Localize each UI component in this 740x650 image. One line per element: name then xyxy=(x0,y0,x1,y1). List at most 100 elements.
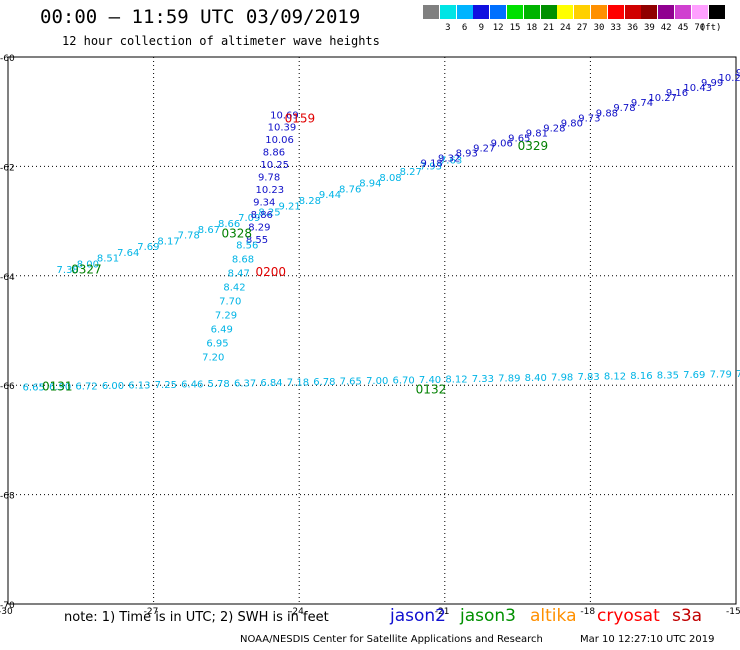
scale-unit: (ft) xyxy=(699,23,722,33)
wave-height-value: 7.93 xyxy=(420,161,442,172)
scale-swatch xyxy=(507,5,523,19)
wave-height-value: 6.84 xyxy=(260,378,282,389)
wave-height-value: 10.43 xyxy=(683,83,712,94)
scale-swatch xyxy=(624,5,641,19)
wave-height-value: 8.00 xyxy=(77,259,99,270)
map-subtitle: 12 hour collection of altimeter wave hei… xyxy=(62,34,380,48)
wave-height-value: 9.28 xyxy=(543,123,565,134)
wave-height-value: 8.29 xyxy=(248,223,270,234)
wave-height-value: 7.42 xyxy=(736,369,740,380)
wave-height-value: 8.25 xyxy=(258,207,280,218)
scale-label: 30 xyxy=(593,23,605,33)
wave-height-value: 5.78 xyxy=(208,379,230,390)
longitude-tick-label: -24 xyxy=(289,607,304,617)
scale-swatch xyxy=(591,5,607,19)
scale-label: 33 xyxy=(610,23,622,33)
wave-height-value: 8.17 xyxy=(157,236,179,247)
wave-height-value: 9.88 xyxy=(596,108,618,119)
wave-height-value: 7.78 xyxy=(178,231,200,242)
wave-height-value: 9.65 xyxy=(508,133,530,144)
wave-height-value: 9.44 xyxy=(319,190,341,201)
wave-height-value: 9.78 xyxy=(613,103,635,114)
scale-swatch xyxy=(557,5,574,19)
wave-height-value: 8.86 xyxy=(263,148,285,159)
wave-height-value: 9.62 xyxy=(736,68,740,79)
wave-height-value: 7.18 xyxy=(287,378,309,389)
wave-height-value: 9.27 xyxy=(473,143,495,154)
wave-height-value: 10.23 xyxy=(256,185,285,196)
scale-swatch xyxy=(423,5,439,19)
scale-swatch xyxy=(641,5,658,19)
pass-time-label: 0329 xyxy=(518,139,549,153)
wave-height-value: 7.09 xyxy=(238,213,260,224)
scale-label: 42 xyxy=(660,23,672,33)
scale-label: 39 xyxy=(643,23,655,33)
wave-height-value: 9.21 xyxy=(279,202,301,213)
wave-height-value: 6.65 xyxy=(23,383,45,394)
wave-height-value: 7.65 xyxy=(340,377,362,388)
wave-height-value: 8.66 xyxy=(218,219,240,230)
wave-height-value: 8.76 xyxy=(339,184,361,195)
wave-height-value: 7.38 xyxy=(57,265,79,276)
scale-swatch xyxy=(456,5,473,19)
scale-swatch xyxy=(540,5,557,19)
latitude-tick-label: -64 xyxy=(0,273,15,283)
wave-height-value: 8.12 xyxy=(445,375,467,386)
wave-height-value: 8.56 xyxy=(236,240,258,251)
pass-time-label: 0200 xyxy=(256,265,287,279)
latitude-tick-label: -62 xyxy=(0,163,15,173)
scale-swatch xyxy=(439,5,456,19)
wave-height-value: 8.40 xyxy=(525,373,547,384)
wave-height-value: 10.25 xyxy=(260,160,289,171)
wave-height-value: 6.46 xyxy=(181,380,203,391)
wave-height-value: 8.68 xyxy=(232,254,254,265)
wave-height-value: 10.06 xyxy=(265,135,294,146)
legend-note: note: 1) Time is in UTC; 2) SWH is in fe… xyxy=(64,610,329,625)
wave-height-value: 10.27 xyxy=(648,93,677,104)
wave-height-value: 9.74 xyxy=(631,98,653,109)
wave-height-value: 6.90 xyxy=(49,382,71,393)
wave-height-value: 10.27 xyxy=(718,73,740,84)
wave-height-value: 9.32 xyxy=(438,153,460,164)
pass-time-label: 0327 xyxy=(71,263,102,277)
scale-swatch xyxy=(708,5,725,19)
scale-swatch xyxy=(675,5,691,19)
wave-height-value: 8.94 xyxy=(359,179,381,190)
satellite-legend-jason2: jason2 xyxy=(390,606,446,626)
wave-height-value: 6.49 xyxy=(211,325,233,336)
pass-time-label: 0328 xyxy=(222,227,253,241)
wave-height-value: 8.93 xyxy=(456,148,478,159)
pass-time-label: 0132 xyxy=(416,382,447,396)
latitude-tick-label: -60 xyxy=(0,54,15,64)
wave-height-value: 9.81 xyxy=(526,128,548,139)
wave-height-value: 9.99 xyxy=(701,78,723,89)
wave-height-value: 7.83 xyxy=(577,372,599,383)
scale-label: 45 xyxy=(677,23,689,33)
scale-label: 70 xyxy=(694,23,706,33)
longitude-tick-label: -15 xyxy=(726,607,740,617)
wave-height-value: 9.16 xyxy=(666,88,688,99)
latitude-tick-label: -70 xyxy=(0,601,15,611)
scale-label: 3 xyxy=(445,23,451,33)
wave-height-value: 9.78 xyxy=(258,173,280,184)
wave-height-value: 9.34 xyxy=(253,198,275,209)
scale-swatch xyxy=(490,5,507,19)
wave-height-value: 6.37 xyxy=(234,379,256,390)
wave-height-value: 7.79 xyxy=(710,370,732,381)
map-title: 00:00 – 11:59 UTC 03/09/2019 xyxy=(40,6,361,28)
scale-swatch xyxy=(691,5,708,19)
scale-swatch xyxy=(473,5,490,19)
pass-time-label: 0159 xyxy=(285,112,316,126)
scale-swatch xyxy=(607,5,624,19)
scale-label: 9 xyxy=(478,23,485,33)
wave-height-value: 8.35 xyxy=(657,371,679,382)
scale-swatch xyxy=(523,5,540,19)
scale-label: 27 xyxy=(576,23,588,33)
generation-timestamp: Mar 10 12:27:10 UTC 2019 xyxy=(580,634,715,645)
wave-height-value: 7.25 xyxy=(155,380,177,391)
wave-height-value: 8.47 xyxy=(228,268,250,279)
wave-height-value: 7.69 xyxy=(137,242,159,253)
wave-height-value: 7.63 xyxy=(440,156,462,167)
wave-height-value: 8.08 xyxy=(379,173,401,184)
